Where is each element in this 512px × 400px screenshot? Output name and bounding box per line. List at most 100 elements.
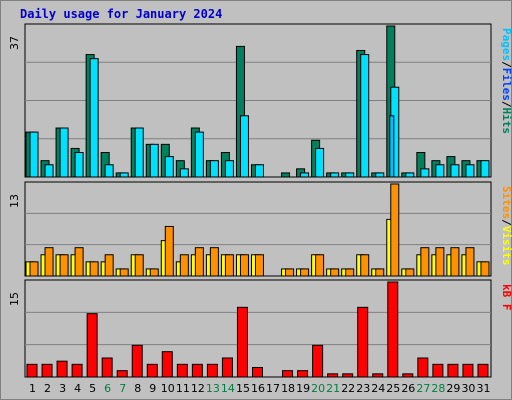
bar-kb-f-day-1: [26, 363, 38, 378]
bar-files-day-8: [134, 127, 144, 178]
legend-entry: /: [500, 219, 512, 226]
bar-files-day-27: [420, 168, 430, 178]
bar-files-day-11: [179, 168, 189, 178]
bar-kb-f-day-24: [372, 373, 384, 378]
x-tick-label: 8: [134, 382, 141, 395]
x-tick-label: 13: [206, 382, 220, 395]
x-tick-label: 7: [119, 382, 126, 395]
bar-sites-day-22: [345, 268, 355, 277]
x-tick-label: 21: [326, 382, 340, 395]
bar-kb-f-day-31: [477, 363, 489, 378]
bar-sites-day-12: [194, 247, 204, 277]
bar-files-day-15: [239, 115, 249, 178]
bar-sites-day-10: [164, 225, 174, 277]
bar-kb-f-day-12: [191, 363, 203, 378]
bar-sites-day-21: [330, 268, 340, 277]
bar-files-day-31: [480, 160, 490, 178]
x-tick-label: 17: [266, 382, 280, 395]
legend-entry: /: [500, 101, 512, 108]
bar-files-day-3: [59, 127, 69, 178]
bar-files-day-6: [104, 164, 114, 178]
x-tick-label: 3: [59, 382, 66, 395]
bar-sites-day-6: [104, 254, 114, 277]
x-tick-label: 30: [461, 382, 475, 395]
bar-files-day-19: [300, 172, 310, 178]
bar-kb-f-day-4: [71, 363, 83, 378]
bar-sites-day-3: [59, 254, 69, 277]
x-tick-label: 27: [416, 382, 430, 395]
bar-kb-f-day-2: [41, 363, 53, 378]
panel-1-legend: Pages/Files/Hits: [500, 28, 512, 134]
bar-sites-day-24: [375, 268, 385, 277]
bar-sites-day-5: [89, 261, 99, 277]
panel-2-ymax-label: 13: [8, 194, 21, 208]
x-tick-label: 25: [386, 382, 400, 395]
bar-kb-f-day-19: [297, 370, 309, 378]
bar-files-day-2: [44, 164, 54, 178]
bar-sites-day-23: [360, 254, 370, 277]
bar-kb-f-day-5: [86, 313, 98, 378]
panel-1: 37 Pages/Files/Hits: [8, 23, 512, 178]
bar-kb-f-day-25: [387, 281, 399, 378]
x-tick-label: 26: [401, 382, 415, 395]
bar-sites-day-11: [179, 254, 189, 277]
bar-pages-day-25: [389, 115, 395, 178]
x-tick-label: 2: [44, 382, 51, 395]
bar-sites-day-26: [405, 268, 415, 277]
bar-sites-day-14: [224, 254, 234, 277]
x-tick-label: 9: [149, 382, 156, 395]
x-tick-label: 14: [221, 382, 235, 395]
bar-kb-f-day-18: [282, 370, 294, 378]
bar-files-day-29: [450, 164, 460, 178]
bar-kb-f-day-8: [131, 344, 143, 378]
x-tick-label: 12: [191, 382, 205, 395]
x-tick-label: 5: [89, 382, 96, 395]
bar-kb-f-day-23: [357, 306, 369, 378]
bar-kb-f-day-20: [312, 344, 324, 378]
x-tick-label: 10: [161, 382, 175, 395]
bar-sites-day-15: [239, 254, 249, 277]
x-tick-label: 11: [176, 382, 190, 395]
panel-1-ymax-label: 37: [8, 36, 21, 50]
bar-kb-f-day-7: [116, 370, 128, 378]
bar-files-day-1: [29, 131, 39, 178]
bar-files-day-16: [254, 164, 264, 178]
bar-files-day-4: [74, 152, 84, 178]
bar-kb-f-day-22: [342, 373, 354, 378]
x-tick-label: 24: [371, 382, 385, 395]
legend-entry: Pages: [500, 28, 512, 61]
bar-files-day-10: [164, 156, 174, 178]
bar-files-day-14: [224, 160, 234, 178]
x-tick-label: 22: [341, 382, 355, 395]
x-tick-label: 1: [29, 382, 36, 395]
bar-sites-day-28: [435, 247, 445, 277]
x-tick-label: 16: [251, 382, 265, 395]
bar-files-day-30: [465, 164, 475, 178]
legend-entry: Sites: [500, 186, 512, 219]
bar-sites-day-2: [44, 247, 54, 277]
bar-kb-f-day-27: [417, 357, 429, 378]
bar-files-day-13: [209, 160, 219, 178]
bar-kb-f-day-28: [432, 363, 444, 378]
bar-kb-f-day-15: [236, 306, 248, 378]
bar-sites-day-20: [315, 254, 325, 277]
bar-files-day-28: [435, 164, 445, 178]
bar-kb-f-day-30: [462, 363, 474, 378]
bar-sites-day-8: [134, 254, 144, 277]
bar-sites-day-19: [300, 268, 310, 277]
bar-sites-day-16: [254, 254, 264, 277]
bar-files-day-24: [375, 172, 385, 178]
bar-sites-day-27: [420, 247, 430, 277]
bar-sites-day-31: [480, 261, 490, 277]
bar-sites-day-18: [285, 268, 295, 277]
legend-entry: Hits: [500, 108, 512, 135]
panel-2: 13 Sites/Visits: [8, 181, 512, 277]
bar-files-day-7: [119, 172, 129, 178]
bar-sites-day-7: [119, 268, 129, 277]
bar-sites-day-9: [149, 268, 159, 277]
bar-kb-f-day-3: [56, 360, 68, 378]
bar-kb-f-day-6: [101, 357, 113, 378]
bar-kb-f-day-26: [402, 373, 414, 378]
